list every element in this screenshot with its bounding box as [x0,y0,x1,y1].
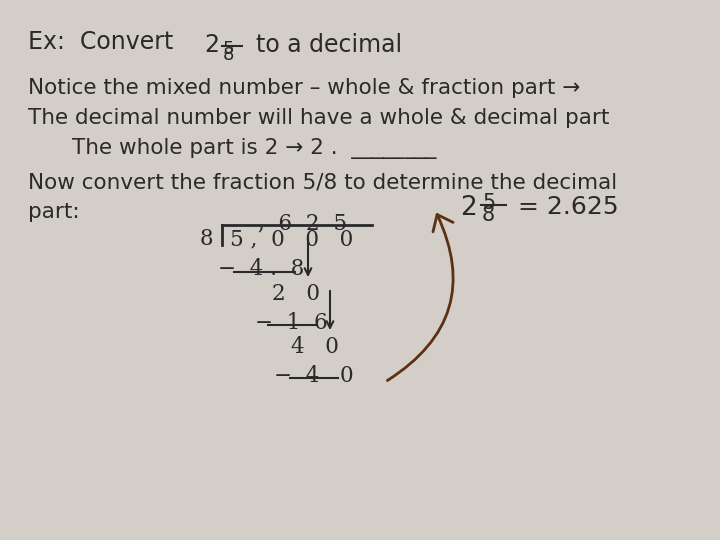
Text: to a decimal: to a decimal [256,33,402,57]
Text: −  4 .  8: − 4 . 8 [218,258,305,280]
FancyArrowPatch shape [387,214,453,381]
Text: 2: 2 [204,33,219,57]
Text: 5 ,  0   0   0: 5 , 0 0 0 [230,228,354,250]
Text: = 2.625: = 2.625 [518,195,618,219]
Text: 8: 8 [482,205,495,225]
Text: ,  6  2  5: , 6 2 5 [258,212,347,234]
Text: part:: part: [28,202,80,222]
Text: Now convert the fraction 5/8 to determine the decimal: Now convert the fraction 5/8 to determin… [28,173,617,193]
Text: 8: 8 [223,46,235,64]
Text: Ex:  Convert: Ex: Convert [28,30,174,54]
Text: The decimal number will have a whole & decimal part: The decimal number will have a whole & d… [28,108,609,128]
Text: −  4   0: − 4 0 [274,365,354,387]
Text: 2: 2 [460,195,477,221]
Text: The whole part is 2 → 2 .  ________: The whole part is 2 → 2 . ________ [72,138,436,159]
Text: 4   0: 4 0 [291,336,339,358]
Text: Notice the mixed number – whole & fraction part →: Notice the mixed number – whole & fracti… [28,78,580,98]
Text: 2   0: 2 0 [272,283,320,305]
Text: −  1  6: − 1 6 [255,312,328,334]
Text: 5: 5 [223,40,235,58]
Text: 8: 8 [200,228,214,250]
Text: 5: 5 [482,193,495,213]
